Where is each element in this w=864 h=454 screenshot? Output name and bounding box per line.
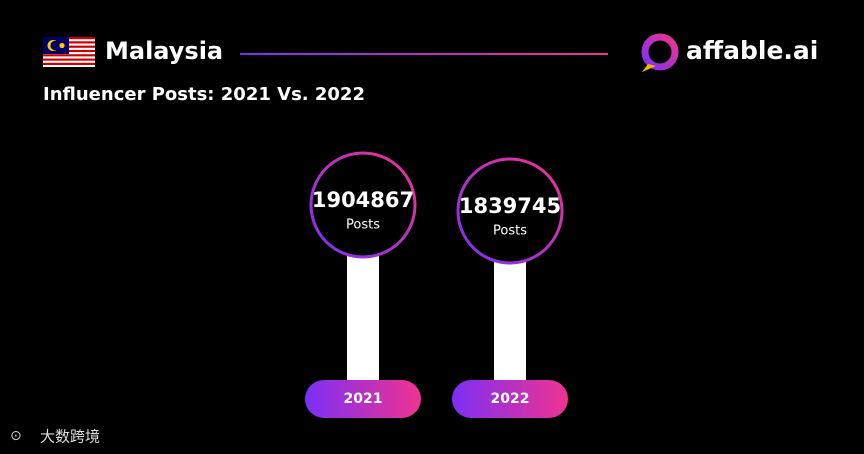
category-pill xyxy=(305,380,421,418)
x-tick-label: 2021 xyxy=(344,391,383,407)
brand-name: affable.ai xyxy=(686,36,818,65)
chart-subtitle: Influencer Posts: 2021 Vs. 2022 xyxy=(43,84,365,105)
unit-label: Posts xyxy=(493,223,527,238)
watermark: 大数跨境 xyxy=(40,428,100,446)
brand-logo xyxy=(641,33,679,72)
flag xyxy=(43,37,95,67)
watermark-logo: ⊙ xyxy=(10,428,22,444)
value-label: 1904867 xyxy=(312,188,414,212)
lollipop-head xyxy=(309,151,417,259)
chart-title: Malaysia xyxy=(105,37,223,65)
category-pill xyxy=(452,380,568,418)
value-label: 1839745 xyxy=(459,194,561,218)
lollipop-head xyxy=(456,157,564,265)
unit-label: Posts xyxy=(346,218,380,233)
x-tick-label: 2022 xyxy=(491,391,530,407)
